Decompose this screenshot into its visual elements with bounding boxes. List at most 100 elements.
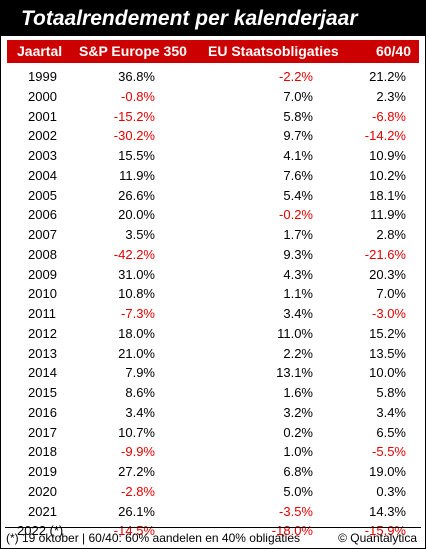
cell-year: 2010 bbox=[28, 286, 57, 302]
cell-year: 1999 bbox=[28, 69, 57, 84]
cell-year: 2012 bbox=[28, 325, 57, 341]
cell-eu-government-bonds: -0.2% bbox=[279, 207, 313, 223]
cell-year: 2021 bbox=[28, 503, 57, 519]
cell-60-40: 10.2% bbox=[369, 167, 406, 183]
cell-year: 2018 bbox=[28, 444, 57, 460]
cell-eu-government-bonds: 2.2% bbox=[283, 345, 313, 361]
cell-60-40: -5.5% bbox=[372, 444, 406, 460]
cell-60-40: 13.5% bbox=[369, 345, 406, 361]
table-row: 2017 10.7% 0.2% 6.5% bbox=[1, 423, 425, 443]
cell-sp-europe-350: 11.9% bbox=[119, 167, 155, 183]
cell-eu-government-bonds: 5.0% bbox=[283, 483, 313, 499]
cell-eu-government-bonds: 5.4% bbox=[283, 187, 313, 203]
footer-note: (*) 19 oktober | 60/40: 60% aandelen en … bbox=[6, 531, 300, 545]
footer-source: © Quantalytica bbox=[338, 531, 417, 545]
cell-eu-government-bonds: 3.4% bbox=[283, 306, 313, 321]
cell-sp-europe-350: 27.2% bbox=[118, 464, 155, 479]
cell-eu-government-bonds: 4.3% bbox=[283, 266, 313, 282]
table-row: 2013 21.0% 2.2% 13.5% bbox=[1, 344, 425, 364]
cell-sp-europe-350: 3.5% bbox=[125, 227, 155, 242]
cell-sp-europe-350: -15.2% bbox=[113, 108, 155, 124]
header-year: Jaartal bbox=[17, 43, 63, 59]
table-row: 2007 3.5% 1.7% 2.8% bbox=[1, 225, 425, 245]
cell-year: 2006 bbox=[28, 207, 57, 223]
cell-eu-government-bonds: 11.0% bbox=[277, 325, 313, 341]
cell-year: 2011 bbox=[28, 306, 56, 321]
table-row: 2010 10.8% 1.1% 7.0% bbox=[1, 284, 425, 304]
cell-60-40: 5.8% bbox=[376, 385, 406, 400]
cell-60-40: -21.6% bbox=[364, 246, 406, 262]
header-60-40: 60/40 bbox=[375, 43, 411, 59]
cell-eu-government-bonds: 5.8% bbox=[283, 108, 313, 124]
cell-sp-europe-350: -42.2% bbox=[113, 246, 155, 262]
cell-60-40: 10.0% bbox=[369, 365, 406, 381]
cell-60-40: 18.1% bbox=[369, 187, 406, 203]
table-row: 2021 26.1% -3.5% 14.3% bbox=[1, 502, 425, 522]
cell-eu-government-bonds: 1.6% bbox=[283, 385, 313, 400]
cell-sp-europe-350: -2.8% bbox=[121, 483, 155, 499]
cell-eu-government-bonds: 1.7% bbox=[283, 227, 313, 242]
cell-eu-government-bonds: 7.6% bbox=[283, 167, 313, 183]
cell-sp-europe-350: 26.6% bbox=[118, 187, 155, 203]
header-eu-government-bonds: EU Staatsobligaties bbox=[208, 43, 339, 59]
cell-year: 2005 bbox=[28, 187, 57, 203]
footer-divider bbox=[5, 527, 421, 528]
cell-year: 2009 bbox=[28, 266, 57, 282]
cell-year: 2004 bbox=[28, 167, 57, 183]
footer: (*) 19 oktober | 60/40: 60% aandelen en … bbox=[1, 528, 425, 548]
cell-year: 2020 bbox=[28, 483, 57, 499]
cell-sp-europe-350: 36.8% bbox=[118, 69, 155, 84]
cell-60-40: 19.0% bbox=[369, 464, 406, 479]
cell-sp-europe-350: 15.5% bbox=[118, 148, 155, 163]
cell-60-40: 6.5% bbox=[376, 424, 406, 440]
cell-sp-europe-350: -30.2% bbox=[113, 128, 155, 144]
table-row: 2015 8.6% 1.6% 5.8% bbox=[1, 383, 425, 403]
cell-60-40: 2.3% bbox=[376, 88, 406, 104]
cell-year: 2017 bbox=[28, 424, 57, 440]
table-row: 2006 20.0% -0.2% 11.9% bbox=[1, 205, 425, 225]
table-header: Jaartal S&P Europe 350 EU Staatsobligati… bbox=[7, 40, 419, 63]
table-row: 2018 -9.9% 1.0% -5.5% bbox=[1, 442, 425, 462]
cell-eu-government-bonds: 6.8% bbox=[283, 464, 313, 479]
cell-sp-europe-350: 7.9% bbox=[125, 365, 155, 381]
table-row: 2008 -42.2% 9.3% -21.6% bbox=[1, 245, 425, 265]
cell-year: 2003 bbox=[28, 148, 57, 163]
cell-year: 2014 bbox=[28, 365, 57, 381]
cell-60-40: 21.2% bbox=[369, 69, 406, 84]
cell-sp-europe-350: 3.4% bbox=[125, 404, 155, 420]
cell-year: 2001 bbox=[28, 108, 57, 124]
cell-eu-government-bonds: 1.1% bbox=[283, 286, 313, 302]
table-row: 2002 -30.2% 9.7% -14.2% bbox=[1, 126, 425, 146]
cell-year: 2015 bbox=[28, 385, 57, 400]
cell-year: 2019 bbox=[28, 464, 57, 479]
table-row: 2020 -2.8% 5.0% 0.3% bbox=[1, 482, 425, 502]
cell-year: 2007 bbox=[28, 227, 57, 242]
table-row: 2014 7.9% 13.1% 10.0% bbox=[1, 363, 425, 383]
cell-sp-europe-350: 21.0% bbox=[118, 345, 155, 361]
cell-60-40: 20.3% bbox=[369, 266, 406, 282]
cell-sp-europe-350: -0.8% bbox=[121, 88, 155, 104]
cell-sp-europe-350: 31.0% bbox=[118, 266, 155, 282]
cell-eu-government-bonds: -3.5% bbox=[279, 503, 313, 519]
table-row: 2019 27.2% 6.8% 19.0% bbox=[1, 462, 425, 482]
table-body: 1999 36.8% -2.2% 21.2% 2000 -0.8% 7.0% 2.3% 2001… bbox=[1, 67, 425, 541]
cell-60-40: 11.9% bbox=[370, 207, 406, 223]
cell-eu-government-bonds: 9.7% bbox=[283, 128, 313, 144]
cell-sp-europe-350: 18.0% bbox=[118, 325, 155, 341]
cell-sp-europe-350: 8.6% bbox=[125, 385, 155, 400]
table-row: 2009 31.0% 4.3% 20.3% bbox=[1, 265, 425, 285]
cell-sp-europe-350: 26.1% bbox=[118, 503, 155, 519]
cell-eu-government-bonds: 3.2% bbox=[283, 404, 313, 420]
cell-eu-government-bonds: 7.0% bbox=[283, 88, 313, 104]
cell-eu-government-bonds: 13.1% bbox=[276, 365, 313, 381]
table-row: 2003 15.5% 4.1% 10.9% bbox=[1, 146, 425, 166]
cell-sp-europe-350: 10.8% bbox=[118, 286, 155, 302]
cell-60-40: 10.9% bbox=[369, 148, 406, 163]
cell-eu-government-bonds: 1.0% bbox=[283, 444, 313, 460]
table-row: 2016 3.4% 3.2% 3.4% bbox=[1, 403, 425, 423]
table-row: 1999 36.8% -2.2% 21.2% bbox=[1, 67, 425, 87]
cell-year: 2000 bbox=[28, 88, 57, 104]
cell-year: 2013 bbox=[28, 345, 57, 361]
cell-60-40: 7.0% bbox=[376, 286, 406, 302]
